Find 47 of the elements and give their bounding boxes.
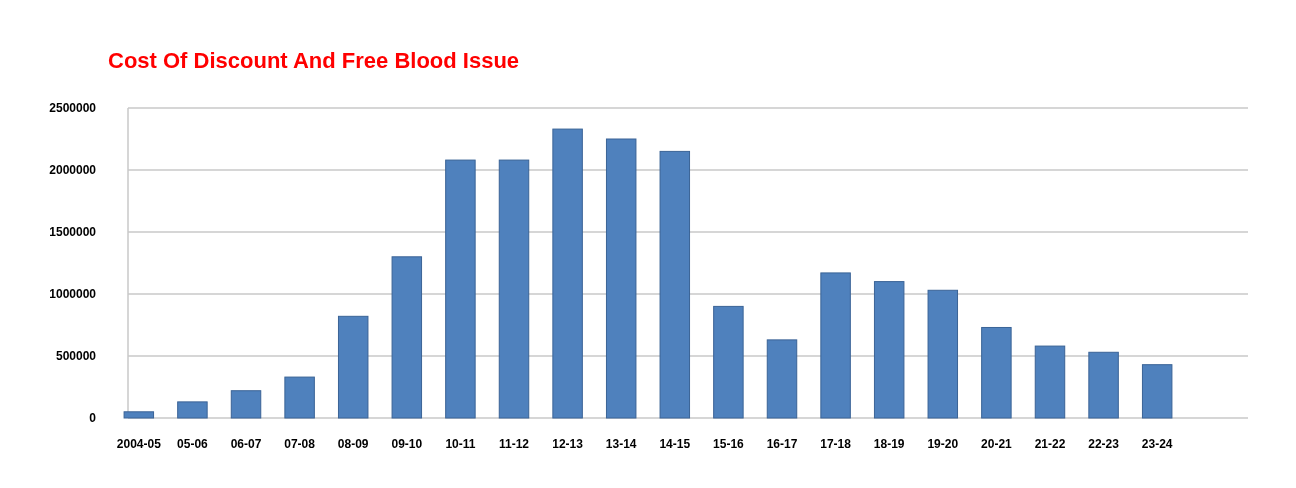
bar [927,289,959,419]
x-tick-label: 22-23 [1088,437,1120,451]
y-tick-label: 0 [89,411,97,426]
bar [391,256,423,419]
bar [1088,351,1119,419]
bar [1141,364,1173,419]
x-tick-label: 18-19 [873,437,905,451]
bar [498,159,530,419]
bar [552,128,583,419]
x-tick-label: 09-10 [391,437,423,451]
bar [873,281,905,419]
y-tick-label: 2000000 [49,163,97,178]
bar [766,339,798,419]
x-tick-label: 06-07 [230,437,262,451]
x-tick-label: 19-20 [927,437,959,451]
bar [981,326,1012,419]
x-tick-label: 13-14 [605,437,637,451]
x-tick-label: 17-18 [820,437,852,451]
y-tick-label: 1500000 [49,225,97,240]
x-tick-label: 10-11 [445,437,476,451]
x-tick-label: 23-24 [1141,437,1173,451]
x-tick-label: 15-16 [713,437,745,451]
y-tick-label: 2500000 [49,101,97,116]
x-tick-label: 16-17 [766,437,798,451]
bar [123,411,155,419]
bar [605,138,637,419]
bar [820,272,851,419]
x-tick-label: 12-13 [552,437,584,451]
x-tick-label: 14-15 [659,437,691,451]
bar [230,390,262,419]
bar [337,315,369,419]
y-tick-label: 1000000 [49,287,97,302]
x-tick-label: 11-12 [498,437,530,451]
x-tick-label: 2004-05 [116,437,162,451]
bar [177,401,208,419]
x-tick-label: 07-08 [284,437,316,451]
chart-title: Cost Of Discount And Free Blood Issue [108,48,520,73]
y-tick-label: 500000 [55,349,97,364]
bar [1034,345,1066,419]
x-tick-label: 21-22 [1034,437,1066,451]
x-tick-label: 05-06 [177,437,209,451]
bar [445,159,476,419]
x-tick-label: 08-09 [337,437,369,451]
bar [284,376,315,419]
bar [659,150,691,419]
bar [713,305,744,419]
x-tick-label: 20-21 [981,437,1013,451]
